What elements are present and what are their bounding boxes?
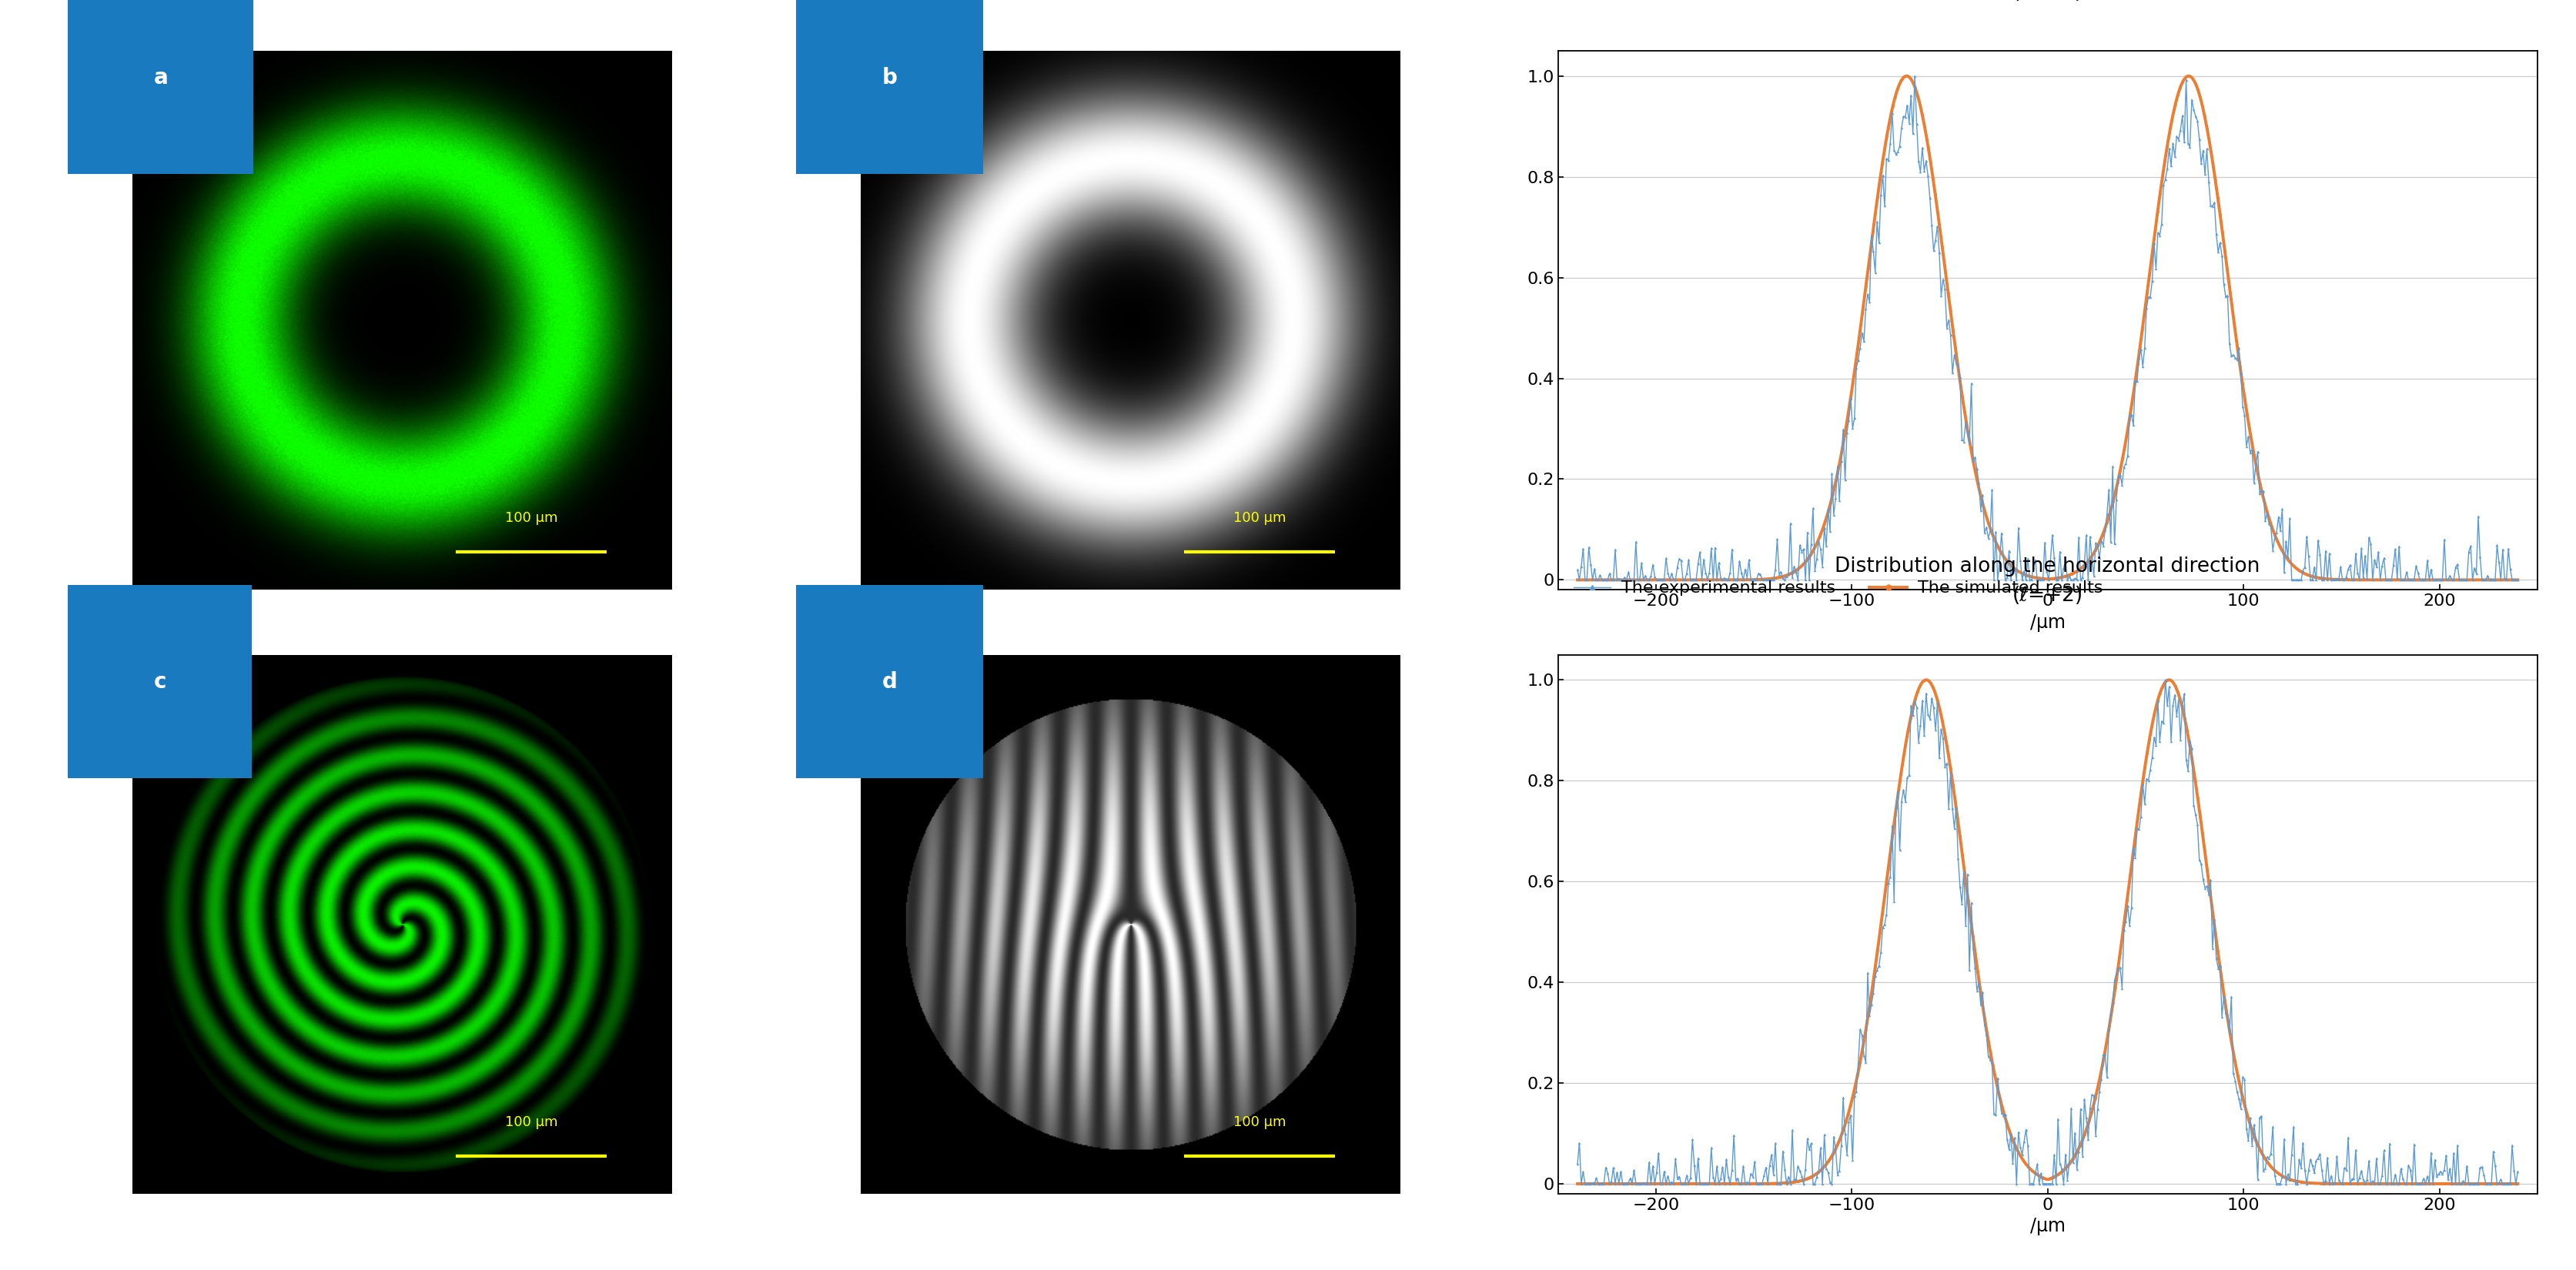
X-axis label: /μm: /μm <box>2030 1217 2066 1236</box>
The simulated results <box>2133 277 2164 292</box>
The simulated results <box>1911 672 1942 687</box>
The simulated results <box>2133 732 2164 747</box>
The experimental results <box>2074 530 2105 545</box>
X-axis label: /μm: /μm <box>2030 613 2066 632</box>
The simulated results <box>1561 1176 1592 1191</box>
The simulated results <box>2172 69 2202 84</box>
The experimental results <box>1561 1156 1592 1171</box>
Legend: The experimental results, The simulated results: The experimental results, The simulated … <box>1566 574 2110 603</box>
Title: Distribution along the vertical direction
(ℓ=+2): Distribution along the vertical directio… <box>1847 0 2246 3</box>
The simulated results <box>1620 1176 1651 1191</box>
Text: b: b <box>881 67 896 89</box>
The experimental results <box>2483 1176 2514 1191</box>
The experimental results <box>2501 1163 2532 1179</box>
Text: c: c <box>155 671 167 692</box>
The experimental results <box>1564 573 1595 588</box>
The simulated results <box>2501 1176 2532 1191</box>
The simulated results <box>2372 573 2403 588</box>
The experimental results <box>1561 563 1592 578</box>
The experimental results <box>2483 554 2514 569</box>
Text: 100 μm: 100 μm <box>505 1115 556 1129</box>
The experimental results <box>2151 672 2182 687</box>
Title: Distribution along the horizontal direction
(ℓ=+2): Distribution along the horizontal direct… <box>1834 556 2259 606</box>
The simulated results <box>2277 1172 2308 1187</box>
Text: 100 μm: 100 μm <box>505 512 556 526</box>
The experimental results <box>2336 573 2367 588</box>
Text: d: d <box>881 671 896 692</box>
The experimental results <box>2336 1171 2367 1186</box>
Text: 100 μm: 100 μm <box>1234 1115 1285 1129</box>
The experimental results <box>2074 1132 2105 1147</box>
The simulated results <box>2110 911 2141 926</box>
The experimental results <box>1899 69 1929 84</box>
The experimental results <box>2017 1176 2048 1191</box>
The simulated results <box>2161 685 2192 700</box>
The experimental results <box>2123 822 2154 837</box>
The simulated results <box>2372 1176 2403 1191</box>
The simulated results <box>2277 556 2308 572</box>
Text: 100 μm: 100 μm <box>1234 512 1285 526</box>
Text: a: a <box>155 67 167 89</box>
The experimental results <box>2017 560 2048 575</box>
Line: The experimental results: The experimental results <box>1577 75 2519 582</box>
The simulated results <box>2161 93 2192 108</box>
The experimental results <box>2501 573 2532 588</box>
Line: The simulated results: The simulated results <box>1577 75 2519 580</box>
Line: The experimental results: The experimental results <box>1577 678 2519 1185</box>
The experimental results <box>2125 342 2156 357</box>
The simulated results <box>1561 573 1592 588</box>
The experimental results <box>1566 1176 1597 1191</box>
Line: The simulated results: The simulated results <box>1577 678 2519 1185</box>
The simulated results <box>1620 573 1651 588</box>
The simulated results <box>2107 446 2138 461</box>
The simulated results <box>2501 573 2532 588</box>
The experimental results <box>2009 1121 2040 1137</box>
The experimental results <box>2012 551 2043 566</box>
